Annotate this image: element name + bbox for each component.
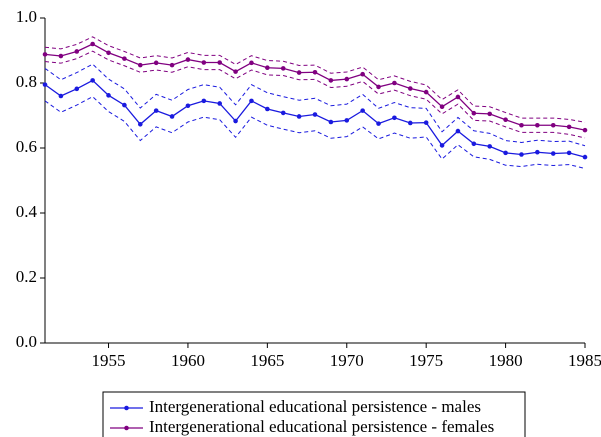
legend-marker: [124, 405, 129, 411]
point: [407, 86, 413, 91]
point: [487, 111, 493, 117]
point: [153, 108, 159, 113]
y-tick-label: 0.0: [16, 332, 37, 351]
point: [233, 118, 238, 124]
y-tick-label: 0.8: [16, 72, 37, 91]
legend-label: Intergenerational educational persistenc…: [149, 397, 481, 416]
x-tick-label: 1970: [330, 351, 364, 370]
point: [249, 60, 254, 66]
point: [106, 50, 111, 56]
point: [58, 93, 64, 99]
x-tick-label: 1980: [489, 351, 523, 370]
point: [487, 144, 493, 149]
confidence-band: [44, 36, 586, 123]
x-tick-label: 1985: [568, 351, 601, 370]
point: [42, 52, 48, 57]
point: [407, 120, 413, 126]
point: [566, 124, 572, 130]
point: [42, 82, 48, 87]
point: [503, 117, 508, 123]
y-tick-label: 1.0: [16, 7, 37, 26]
point: [312, 69, 318, 75]
point: [153, 60, 159, 66]
point: [249, 98, 254, 104]
point: [503, 150, 508, 156]
point: [582, 127, 588, 133]
series-line: [44, 43, 586, 131]
point: [392, 80, 397, 86]
point: [58, 53, 64, 59]
point: [550, 151, 556, 156]
point: [280, 110, 286, 116]
point: [137, 121, 143, 127]
legend-marker: [124, 425, 129, 431]
point: [328, 78, 334, 83]
point: [280, 66, 286, 71]
point: [312, 112, 318, 117]
point: [376, 121, 381, 126]
y-tick-label: 0.2: [16, 267, 37, 286]
point: [566, 150, 572, 156]
point: [265, 106, 270, 112]
point: [90, 78, 95, 83]
point: [169, 114, 175, 119]
point: [360, 71, 365, 77]
point: [455, 94, 461, 100]
legend-label: Intergenerational educational persistenc…: [149, 417, 494, 436]
point: [519, 122, 524, 128]
point: [392, 115, 397, 121]
y-tick-label: 0.4: [16, 202, 38, 221]
y-tick-label: 0.6: [16, 137, 37, 156]
confidence-band: [44, 50, 586, 139]
point: [471, 110, 477, 116]
point: [122, 102, 127, 108]
point: [122, 56, 127, 61]
x-tick-label: 1975: [409, 351, 443, 370]
point: [535, 149, 540, 155]
legend-box: [102, 391, 526, 437]
point: [535, 122, 540, 128]
point: [106, 93, 111, 98]
x-tick-label: 1955: [92, 351, 126, 370]
point: [201, 98, 207, 104]
point: [74, 49, 80, 54]
confidence-band: [44, 63, 586, 147]
point: [582, 154, 588, 160]
point: [376, 84, 381, 90]
point: [423, 89, 429, 95]
point: [344, 118, 350, 123]
point: [471, 141, 477, 147]
point: [439, 104, 445, 110]
point: [74, 86, 80, 92]
point: [360, 108, 365, 113]
point: [519, 152, 524, 157]
point: [233, 69, 238, 74]
point: [439, 143, 445, 148]
point: [137, 62, 143, 68]
point: [185, 103, 191, 109]
point: [185, 57, 191, 62]
point: [90, 41, 95, 47]
point: [328, 119, 334, 125]
point: [217, 101, 223, 106]
point: [423, 120, 429, 125]
point: [296, 70, 302, 75]
x-tick-label: 1965: [250, 351, 284, 370]
point: [550, 122, 556, 128]
point: [344, 76, 350, 82]
point: [201, 60, 207, 65]
point: [169, 62, 175, 68]
point: [217, 60, 223, 65]
point: [296, 114, 302, 119]
point: [455, 128, 461, 134]
point: [265, 65, 270, 71]
x-tick-label: 1960: [171, 351, 205, 370]
confidence-band: [44, 96, 586, 169]
